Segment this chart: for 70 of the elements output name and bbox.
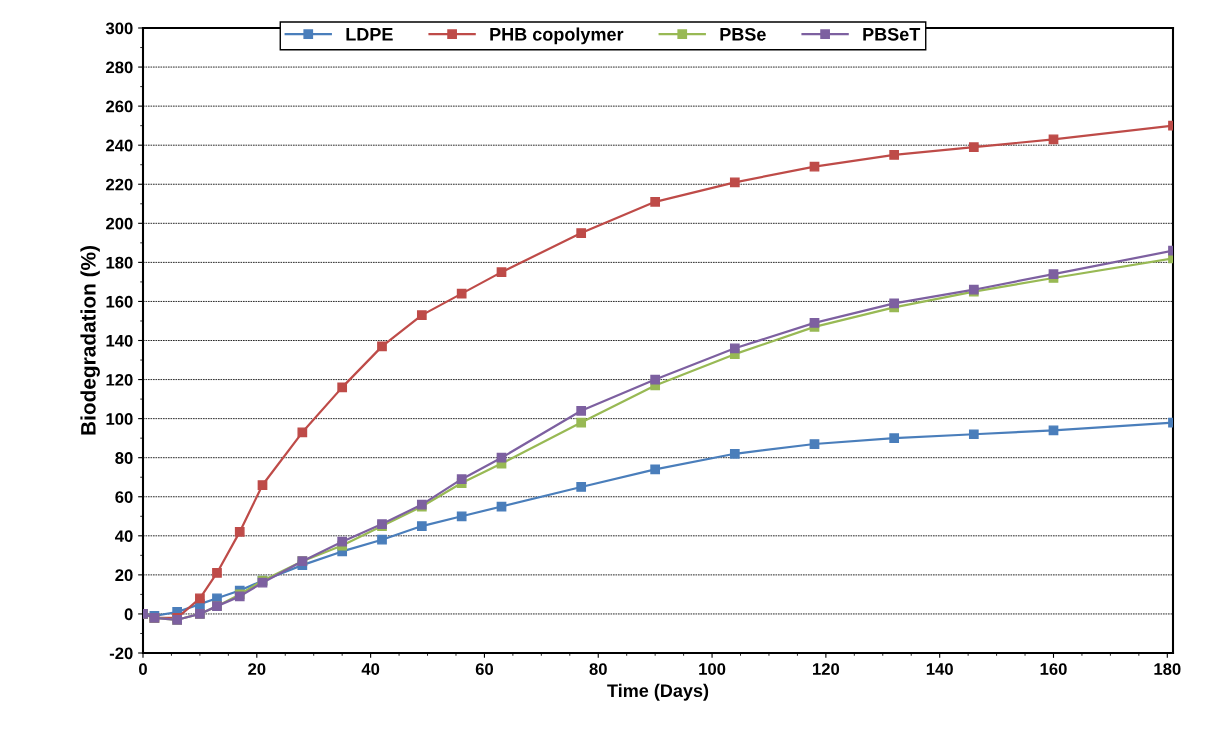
x-tick-label: 140 bbox=[926, 663, 953, 675]
x-tick-label: 0 bbox=[139, 663, 147, 675]
legend-label: PBSeT bbox=[863, 27, 921, 41]
point bbox=[496, 267, 507, 278]
point bbox=[297, 427, 308, 438]
y-tick-label: 240 bbox=[106, 139, 133, 152]
x-tick-label: 80 bbox=[589, 663, 607, 675]
legend-label: PBSe bbox=[720, 27, 766, 41]
point bbox=[968, 142, 979, 153]
x-tick-label: 100 bbox=[699, 663, 726, 675]
legend-label: PHB copolymer bbox=[490, 27, 624, 45]
point bbox=[416, 310, 427, 320]
point bbox=[576, 228, 587, 238]
point bbox=[212, 568, 222, 578]
point bbox=[1048, 269, 1059, 279]
x-tick-label: 20 bbox=[248, 663, 266, 675]
point bbox=[729, 177, 740, 188]
point bbox=[496, 452, 507, 463]
y-tick-label: 140 bbox=[106, 334, 133, 347]
point bbox=[576, 482, 587, 492]
point bbox=[337, 536, 348, 547]
point bbox=[809, 318, 820, 328]
point bbox=[1048, 425, 1059, 436]
point bbox=[234, 527, 245, 537]
point bbox=[456, 474, 467, 485]
y-tick-label: 80 bbox=[115, 452, 133, 464]
y-tick-label: 200 bbox=[106, 217, 133, 230]
point bbox=[889, 150, 900, 160]
y-tick-label: 20 bbox=[115, 569, 133, 582]
point bbox=[650, 464, 661, 475]
legend-label: LDPE bbox=[346, 28, 393, 41]
point bbox=[809, 161, 820, 172]
point bbox=[257, 480, 268, 490]
point bbox=[456, 511, 467, 522]
point bbox=[729, 343, 740, 354]
y-tick-label: 100 bbox=[106, 413, 133, 425]
point bbox=[1048, 134, 1059, 145]
y-tick-label: 300 bbox=[105, 22, 133, 35]
point bbox=[650, 374, 661, 385]
y-tick-label: 120 bbox=[106, 373, 133, 386]
x-tick-label: 60 bbox=[475, 663, 494, 675]
point bbox=[729, 448, 740, 459]
x-tick-label: 180 bbox=[1154, 663, 1181, 675]
y-tick-label: 0 bbox=[124, 608, 133, 621]
point bbox=[576, 417, 587, 428]
point bbox=[650, 196, 661, 207]
x-tick-label: 120 bbox=[813, 663, 840, 675]
point bbox=[195, 593, 205, 604]
point bbox=[889, 298, 900, 309]
y-tick-label: -20 bbox=[109, 647, 133, 660]
y-axis-title: Biodegradation (%) bbox=[80, 246, 100, 435]
point bbox=[416, 521, 427, 531]
point bbox=[576, 405, 587, 416]
x-tick-label: 160 bbox=[1040, 663, 1067, 675]
y-tick-label: 180 bbox=[106, 256, 133, 269]
point bbox=[337, 382, 348, 393]
point bbox=[889, 433, 900, 444]
point bbox=[377, 341, 387, 352]
y-tick-label: 220 bbox=[106, 178, 133, 191]
y-tick-label: 260 bbox=[106, 100, 133, 113]
y-tick-label: 60 bbox=[115, 491, 133, 503]
x-tick-label: 40 bbox=[361, 663, 380, 675]
point bbox=[456, 288, 467, 299]
x-axis-title: Time (Days) bbox=[607, 683, 709, 701]
point bbox=[809, 439, 820, 449]
y-tick-label: 160 bbox=[106, 295, 133, 308]
y-tick-label: 40 bbox=[114, 530, 133, 543]
y-tick-label: 280 bbox=[106, 61, 133, 74]
point bbox=[377, 534, 387, 545]
point bbox=[968, 429, 979, 440]
